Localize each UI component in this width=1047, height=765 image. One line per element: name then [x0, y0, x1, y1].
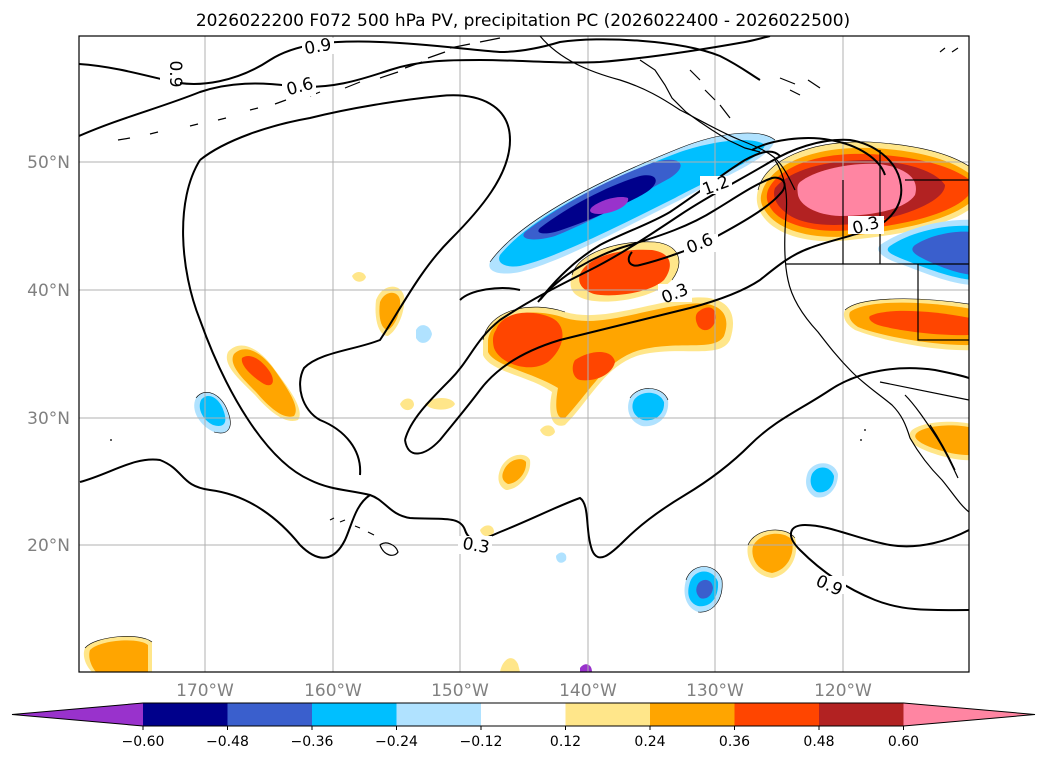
neg-blob-b-cyan — [632, 392, 665, 421]
aleutian-islands — [117, 37, 501, 141]
colorbar-extend-min — [12, 703, 143, 726]
neg-anomaly-purple — [590, 197, 629, 214]
pos-band-red — [492, 312, 563, 368]
contour-labels: 0.9 0.6 0.9 1.2 0.6 0.3 0.3 0.3 0.9 — [160, 35, 884, 601]
contour-label: 0.9 — [303, 35, 333, 59]
colorbar-segment — [481, 703, 566, 726]
pos-blob-g — [352, 271, 366, 282]
neg-blob-f — [556, 552, 567, 563]
pos-blob-h — [400, 398, 414, 411]
lat-label: 50°N — [27, 153, 70, 173]
colorbar-tick-label: 0.48 — [803, 734, 834, 750]
contour-0.6-north — [79, 36, 771, 137]
contour-0.3-ridge — [182, 94, 512, 496]
lon-label: 160°W — [304, 681, 362, 701]
pos-blob-a-red — [241, 355, 273, 386]
pos-band-red2 — [572, 352, 615, 381]
colorbar: −0.60 −0.48 −0.36 −0.24 −0.12 0.12 0.24 0.36 0.4… — [11, 702, 1036, 750]
small-islands — [110, 47, 959, 441]
figure-title: 2026022200 F072 500 hPa PV, precipitatio… — [196, 11, 850, 31]
colorbar-segment — [143, 703, 228, 726]
lat-label: 40°N — [27, 281, 70, 301]
colorbar-tick-label: −0.60 — [122, 734, 165, 750]
map-area: 0.9 0.6 0.9 1.2 0.6 0.3 0.3 0.3 0.9 — [79, 35, 969, 672]
pos-blob-j — [540, 425, 555, 437]
pos-blob-k — [480, 525, 494, 537]
contour-0.3-south — [790, 523, 969, 612]
shading-outlines — [84, 132, 969, 649]
colorbar-segment — [650, 703, 735, 726]
colorbar-tick-label: −0.24 — [375, 734, 418, 750]
colorbar-tick-label: 0.60 — [888, 734, 919, 750]
contour-0.9-main — [459, 150, 781, 303]
contour-0.3-inner — [751, 137, 886, 176]
state-borders — [786, 150, 969, 401]
colorbar-tick-label: 0.12 — [550, 734, 581, 750]
lon-label: 120°W — [814, 681, 872, 701]
contour-label: 0.3 — [461, 534, 491, 558]
neg-blob-d-cyan — [810, 467, 834, 493]
pos-blob-c-orange — [502, 459, 527, 484]
colorbar-segment — [227, 703, 313, 726]
colorbar-segment — [734, 703, 820, 726]
colorbar-tick-label: −0.12 — [460, 734, 503, 750]
colorbar-tick-label: 0.36 — [719, 734, 750, 750]
colorbar-segment — [565, 703, 651, 726]
pos-ca-red — [869, 310, 969, 336]
neg-blob-g — [580, 664, 592, 672]
colorbar-tick-label: −0.36 — [291, 734, 334, 750]
pos-blob-e-orange — [89, 640, 148, 672]
coastlines — [110, 36, 969, 556]
bc-coast-islands — [639, 59, 821, 153]
map-frame — [78, 35, 970, 673]
us-west-coast — [774, 159, 969, 513]
colorbar-segment — [819, 703, 904, 726]
neg-blob-e — [416, 325, 432, 343]
colorbar-segment — [312, 703, 397, 726]
colorbar-tick-label: 0.24 — [634, 734, 665, 750]
hawaiian-islands — [329, 517, 399, 556]
contour-1.2-main — [539, 176, 786, 301]
pos-blob-i — [425, 398, 455, 410]
lat-label: 30°N — [27, 409, 70, 429]
contour-label: 0.9 — [165, 60, 185, 87]
neg-blob-c-blue — [696, 579, 713, 599]
precip-shading — [83, 133, 969, 672]
colorbar-extend-max — [903, 703, 1035, 726]
colorbar-segment — [396, 703, 482, 726]
baja-peninsula — [904, 394, 959, 479]
lon-axis: 170°W 160°W 150°W 140°W 130°W 120°W — [176, 681, 872, 701]
pos-baja-orange — [915, 425, 969, 455]
lat-axis: 50°N 40°N 30°N 20°N — [27, 153, 70, 556]
neg-anomaly-cyan — [499, 140, 765, 267]
pos-blob-b-orange — [379, 292, 401, 330]
lat-label: 20°N — [27, 536, 70, 556]
pv-contours — [79, 36, 969, 612]
lon-label: 150°W — [431, 681, 489, 701]
contour-0.3-big-trough — [79, 367, 969, 559]
colorbar-tick-label: −0.48 — [206, 734, 249, 750]
pos-blob-f — [500, 658, 520, 672]
lon-label: 130°W — [686, 681, 744, 701]
pos-midlat-red — [579, 249, 670, 296]
pos-blob-d-orange — [752, 533, 793, 573]
lon-label: 140°W — [559, 681, 617, 701]
pos-band-red3 — [695, 307, 716, 331]
pos-pnw-pink — [797, 163, 916, 216]
lon-label: 170°W — [176, 681, 234, 701]
